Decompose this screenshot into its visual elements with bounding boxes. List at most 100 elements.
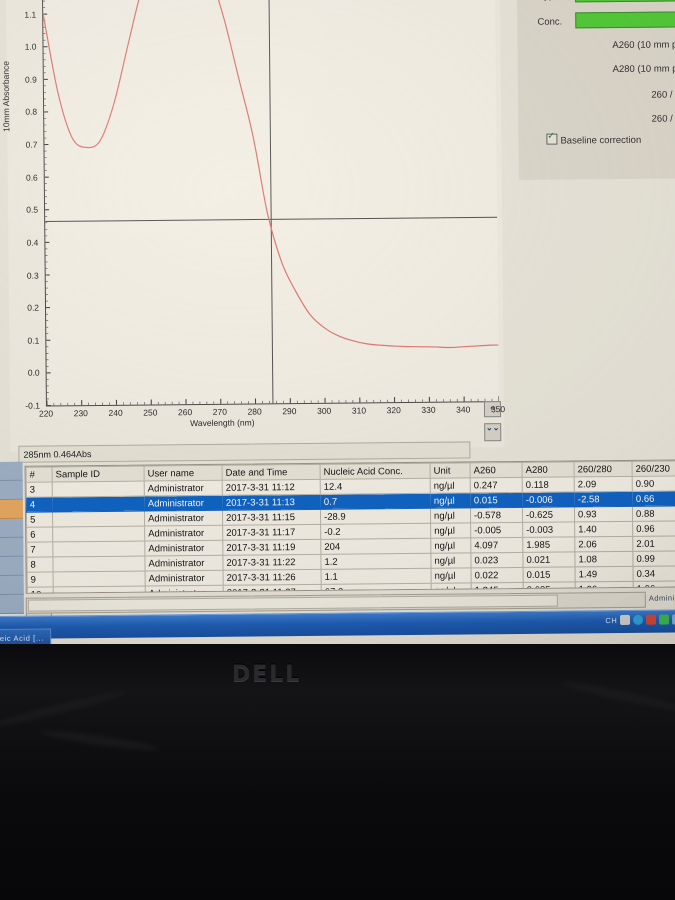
- table-cell-r280[interactable]: 2.06: [574, 536, 633, 552]
- table-cell-r230[interactable]: 2.01: [632, 535, 675, 552]
- antivirus-icon[interactable]: [646, 614, 657, 625]
- table-cell-conc[interactable]: 12.4: [320, 478, 431, 495]
- table-cell-r230[interactable]: 0.88: [632, 505, 675, 522]
- table-cell-conc[interactable]: 1.1: [321, 568, 432, 585]
- table-cell-num[interactable]: 3: [26, 481, 53, 498]
- sidebar-band-selected[interactable]: [0, 499, 24, 519]
- network-icon[interactable]: [633, 614, 644, 625]
- table-cell-a260[interactable]: 0.022: [471, 567, 524, 583]
- table-cell-unit[interactable]: ng/µl: [430, 522, 471, 539]
- shield-icon[interactable]: [659, 614, 670, 625]
- table-cell-num[interactable]: 10: [27, 586, 54, 594]
- table-cell-user[interactable]: Administrator: [144, 495, 223, 512]
- table-column-header[interactable]: Date and Time: [222, 464, 321, 481]
- table-cell-r230[interactable]: 0.90: [632, 475, 675, 492]
- table-cell-sample_id[interactable]: [52, 541, 145, 557]
- table-cell-user[interactable]: Administrator: [144, 540, 223, 557]
- table-cell-conc[interactable]: -28.9: [320, 508, 431, 525]
- table-cell-a280[interactable]: 0.118: [522, 476, 575, 493]
- table-cell-unit[interactable]: ng/µl: [430, 492, 471, 509]
- table-column-header[interactable]: A280: [522, 461, 575, 478]
- table-cell-unit[interactable]: ng/µl: [430, 537, 471, 554]
- system-tray[interactable]: CH 11: [605, 614, 675, 625]
- table-column-header[interactable]: A260: [470, 462, 523, 478]
- table-cell-user[interactable]: Administrator: [144, 555, 224, 572]
- sidebar-band[interactable]: [0, 518, 24, 538]
- table-cell-datetime[interactable]: 2017-3-31 11:22: [222, 554, 322, 571]
- table-cell-a280[interactable]: -0.625: [522, 506, 575, 523]
- table-cell-num[interactable]: 7: [26, 541, 53, 558]
- table-cell-a260[interactable]: 0.023: [470, 552, 524, 568]
- table-cell-conc[interactable]: 204: [320, 538, 431, 555]
- results-table-container[interactable]: # Sample ID User name Date and Time Nucleic …: [24, 459, 675, 594]
- table-cell-user[interactable]: Administrator: [145, 570, 224, 587]
- table-cell-conc[interactable]: -0.2: [320, 523, 431, 540]
- table-cell-sample_id[interactable]: [52, 481, 145, 497]
- table-column-header[interactable]: 260/230: [632, 460, 675, 477]
- table-cell-r280[interactable]: 1.49: [575, 566, 634, 582]
- type-value-field[interactable]: DNA: [574, 0, 675, 3]
- table-cell-datetime[interactable]: 2017-3-31 11:17: [222, 524, 321, 541]
- table-cell-sample_id[interactable]: [53, 586, 146, 594]
- table-cell-r230[interactable]: 0.34: [633, 565, 675, 582]
- table-cell-a280[interactable]: 0.021: [522, 551, 576, 568]
- table-cell-sample_id[interactable]: [53, 571, 146, 587]
- table-cell-r230[interactable]: 0.96: [632, 520, 675, 537]
- table-cell-r280[interactable]: 2.09: [574, 476, 633, 492]
- table-column-header[interactable]: 260/280: [574, 461, 633, 477]
- table-cell-a260[interactable]: -0.578: [470, 507, 523, 523]
- table-cell-conc[interactable]: 67.2: [321, 583, 432, 594]
- table-cell-unit[interactable]: ng/µl: [430, 507, 471, 524]
- table-cell-datetime[interactable]: 2017-3-31 11:26: [223, 569, 322, 586]
- sidebar-band[interactable]: [0, 480, 23, 500]
- table-cell-datetime[interactable]: 2017-3-31 11:19: [222, 539, 321, 556]
- table-cell-unit[interactable]: ng/µl: [431, 567, 472, 584]
- table-cell-num[interactable]: 4: [26, 496, 53, 513]
- ime-indicator[interactable]: CH: [605, 615, 618, 625]
- sidebar-band[interactable]: [0, 594, 24, 614]
- table-column-header[interactable]: Sample ID: [52, 466, 145, 482]
- table-cell-a280[interactable]: -0.006: [522, 491, 575, 508]
- table-cell-conc[interactable]: 0.7: [320, 493, 431, 510]
- table-cell-num[interactable]: 6: [26, 526, 53, 543]
- table-cell-num[interactable]: 5: [26, 511, 53, 528]
- table-column-header[interactable]: #: [26, 466, 53, 483]
- table-cell-num[interactable]: 8: [26, 556, 54, 573]
- sidebar-band[interactable]: [0, 461, 23, 481]
- table-cell-r280[interactable]: 1.40: [574, 521, 633, 537]
- table-cell-a260[interactable]: 0.015: [470, 492, 523, 508]
- table-cell-datetime[interactable]: 2017-3-31 11:27: [223, 584, 322, 594]
- table-cell-r230[interactable]: 0.66: [632, 490, 675, 507]
- table-column-header[interactable]: Nucleic Acid Conc.: [320, 463, 431, 480]
- conc-value-field[interactable]: 67: [575, 11, 675, 29]
- baseline-correction-checkbox[interactable]: Baseline correction: [546, 132, 641, 147]
- table-cell-unit[interactable]: ng/µl: [431, 582, 472, 594]
- table-cell-sample_id[interactable]: [52, 526, 145, 542]
- table-cell-sample_id[interactable]: [52, 511, 145, 527]
- table-cell-r280[interactable]: 1.08: [574, 551, 634, 567]
- sidebar-band[interactable]: [0, 575, 24, 595]
- table-cell-unit[interactable]: ng/µl: [430, 552, 472, 569]
- windows-taskbar[interactable]: cleic Acid [... CH 11: [0, 609, 675, 650]
- table-cell-datetime[interactable]: 2017-3-31 11:12: [222, 479, 321, 496]
- table-cell-conc[interactable]: 1.2: [320, 553, 432, 570]
- table-cell-r280[interactable]: 0.93: [574, 506, 633, 522]
- table-cell-user[interactable]: Administrator: [144, 510, 223, 527]
- table-cell-sample_id[interactable]: [52, 556, 146, 572]
- keyboard-icon[interactable]: [620, 614, 631, 625]
- sidebar-band[interactable]: [0, 537, 24, 557]
- table-cell-a280[interactable]: -0.003: [522, 521, 575, 538]
- table-cell-user[interactable]: Administrator: [145, 585, 224, 594]
- table-cell-user[interactable]: Administrator: [144, 525, 223, 542]
- table-cell-user[interactable]: Administrator: [144, 480, 223, 497]
- table-cell-num[interactable]: 9: [27, 571, 54, 588]
- table-cell-a260[interactable]: 4.097: [470, 537, 523, 553]
- scrollbar-thumb[interactable]: [27, 594, 558, 612]
- table-cell-sample_id[interactable]: [52, 496, 145, 512]
- table-cell-datetime[interactable]: 2017-3-31 11:15: [222, 509, 321, 526]
- table-cell-datetime[interactable]: 2017-3-31 11:13: [222, 494, 321, 511]
- chart-plot-area[interactable]: [41, 0, 499, 407]
- sidebar-band[interactable]: [0, 556, 24, 576]
- table-cell-r230[interactable]: 0.99: [632, 550, 675, 567]
- table-column-header[interactable]: Unit: [430, 462, 471, 479]
